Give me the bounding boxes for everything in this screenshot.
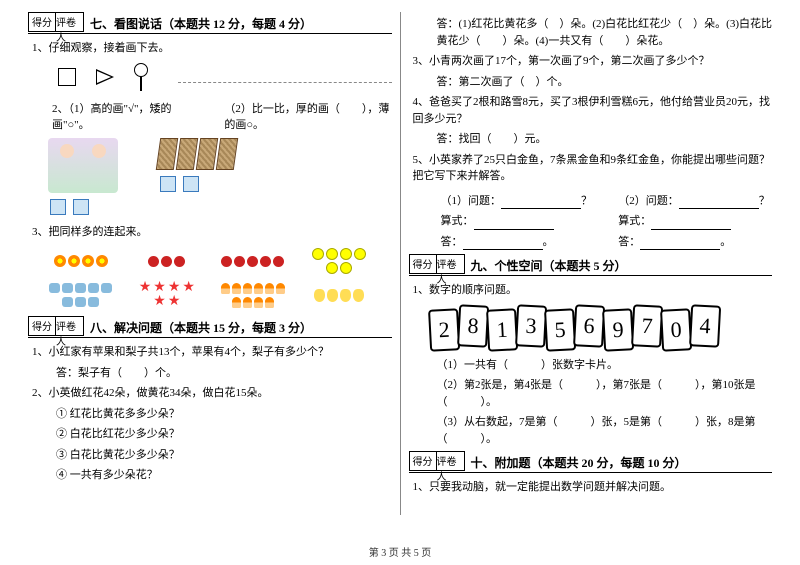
score-box: 得分 评卷人 xyxy=(28,12,84,32)
score-box: 得分 评卷人 xyxy=(409,451,465,471)
blank-line xyxy=(501,197,581,209)
rt-a4: 答：找回（ ）元。 xyxy=(437,131,773,148)
dash-line xyxy=(178,71,392,83)
answer-box xyxy=(160,176,176,192)
card: 4 xyxy=(689,304,721,348)
pears-icon xyxy=(306,282,372,308)
s9-s3: （3）从右数起，7是第（ ）张，5是第（ ）张，8是第（ ）。 xyxy=(437,414,773,447)
s8-q2-2: ② 白花比红花少多少朵？ xyxy=(56,426,392,443)
section-7-title: 七、看图说话（本题共 12 分，每题 4 分） xyxy=(90,15,312,32)
da-label: 答： xyxy=(618,236,640,248)
rater-label: 评卷人 xyxy=(56,12,84,32)
rater-label: 评卷人 xyxy=(56,316,84,336)
rt-q3: 3、小青两次画了17个，第一次画了9个，第二次画了多少个？ xyxy=(413,53,773,70)
section-8-header: 得分 评卷人 八、解决问题（本题共 15 分，每题 3 分） xyxy=(28,316,392,338)
score-label: 得分 xyxy=(28,316,56,336)
wenti1: （1）问题：？ xyxy=(441,193,595,210)
answer-box xyxy=(73,199,89,215)
card: 6 xyxy=(573,304,605,348)
triangle-icon xyxy=(96,69,114,85)
rt-q5: 5、小英家养了25只白金鱼，7条黑金鱼和9条红金鱼，你能提出哪些问题？把它写下来… xyxy=(413,152,773,185)
score-box: 得分 评卷人 xyxy=(28,316,84,336)
rt-q4: 4、爸爸买了2根和路雪8元，买了3根伊利雪糕6元，他付给营业员20元，找回多少元… xyxy=(413,94,773,127)
score-label: 得分 xyxy=(28,12,56,32)
answer-box xyxy=(50,199,66,215)
apples-icon xyxy=(220,248,286,274)
card: 9 xyxy=(602,308,634,352)
section-8-title: 八、解决问题（本题共 15 分，每题 3 分） xyxy=(90,319,312,336)
rt-ans2: 答：(1)红花比黄花多（ ）朵。(2)白花比红花少（ ）朵。(3)白花比黄花少（… xyxy=(437,16,773,49)
card: 8 xyxy=(457,304,489,348)
flowers-icon xyxy=(48,248,114,274)
s7-q3: 3、把同样多的连起来。 xyxy=(32,224,392,241)
shapes-row xyxy=(58,63,392,91)
blank-line xyxy=(679,197,759,209)
apples-icon xyxy=(134,248,200,274)
kids-image xyxy=(48,138,118,193)
books-image xyxy=(158,138,236,170)
card: 5 xyxy=(544,308,576,352)
left-column: 得分 评卷人 七、看图说话（本题共 12 分，每题 4 分） 1、仔细观察，接着… xyxy=(20,12,401,515)
right-column: 答：(1)红花比黄花多（ ）朵。(2)白花比红花少（ ）朵。(3)白花比黄花少（… xyxy=(401,12,781,515)
blank-line xyxy=(651,218,731,230)
rt-a3: 答：第二次画了（ ）个。 xyxy=(437,74,773,91)
suanshi1: 算式： xyxy=(441,213,595,230)
card: 2 xyxy=(428,308,460,352)
bears-icon xyxy=(48,282,114,308)
section-10-header: 得分 评卷人 十、附加题（本题共 20 分，每题 10 分） xyxy=(409,451,773,473)
blank-line xyxy=(640,238,720,250)
card: 0 xyxy=(660,308,692,352)
wenti1-label: （1）问题： xyxy=(441,195,502,207)
blank-line xyxy=(463,238,543,250)
square-icon xyxy=(58,68,76,86)
suanshi-label: 算式： xyxy=(441,215,474,227)
stars-icon: ★★★★★★ xyxy=(134,282,200,308)
circle-stick-icon xyxy=(134,63,148,91)
section-10-title: 十、附加题（本题共 20 分，每题 10 分） xyxy=(471,454,687,471)
s7-q2-row: 2、（1）高的画"√"，矮的画"○"。 （2）比一比，厚的画（ ），薄的画○。 xyxy=(48,97,392,138)
s8-a1: 答：梨子有（ ）个。 xyxy=(56,365,392,382)
s9-q1: 1、数字的顺序问题。 xyxy=(413,282,773,299)
section-9-header: 得分 评卷人 九、个性空间（本题共 5 分） xyxy=(409,254,773,276)
card: 1 xyxy=(486,308,518,352)
problem-cols: （1）问题：？ 算式： 答：。 （2）问题：？ 算式： 答：。 xyxy=(437,189,773,255)
answer-box xyxy=(183,176,199,192)
score-label: 得分 xyxy=(409,254,437,274)
s7-q2-2: （2）比一比，厚的画（ ），薄的画○。 xyxy=(224,101,391,134)
section-9-title: 九、个性空间（本题共 5 分） xyxy=(471,257,627,274)
s9-s1: （1）一共有（ ）张数字卡片。 xyxy=(437,357,773,374)
smileys-icon xyxy=(306,248,372,274)
page-container: 得分 评卷人 七、看图说话（本题共 12 分，每题 4 分） 1、仔细观察，接着… xyxy=(0,0,800,540)
da1: 答：。 xyxy=(441,234,595,251)
da-label: 答： xyxy=(441,236,463,248)
s9-s2: （2）第2张是，第4张是（ ），第7张是（ ），第10张是（ ）。 xyxy=(437,377,773,410)
card: 7 xyxy=(631,304,663,348)
s7-q2-images xyxy=(48,138,392,220)
blank-line xyxy=(474,218,554,230)
page-footer: 第 3 页 共 5 页 xyxy=(0,544,800,559)
mushrooms-icon xyxy=(220,282,286,308)
s8-q1: 1、小红家有苹果和梨子共13个，苹果有4个，梨子有多少个？ xyxy=(32,344,392,361)
s8-q2-4: ④ 一共有多少朵花？ xyxy=(56,467,392,484)
rater-label: 评卷人 xyxy=(437,254,465,274)
score-box: 得分 评卷人 xyxy=(409,254,465,274)
s8-q2-1: ① 红花比黄花多多少朵？ xyxy=(56,406,392,423)
rater-label: 评卷人 xyxy=(437,451,465,471)
s8-q2-3: ③ 白花比黄花少多少朵？ xyxy=(56,447,392,464)
da2: 答：。 xyxy=(618,234,772,251)
section-7-header: 得分 评卷人 七、看图说话（本题共 12 分，每题 4 分） xyxy=(28,12,392,34)
s7-q1: 1、仔细观察，接着画下去。 xyxy=(32,40,392,57)
suanshi2: 算式： xyxy=(618,213,772,230)
suanshi-label: 算式： xyxy=(618,215,651,227)
score-label: 得分 xyxy=(409,451,437,471)
wenti2: （2）问题：？ xyxy=(618,193,772,210)
wenti2-label: （2）问题： xyxy=(618,195,679,207)
s7-q2-1: 2、（1）高的画"√"，矮的画"○"。 xyxy=(52,101,180,134)
number-cards: 2 8 1 3 5 6 9 7 0 4 xyxy=(429,307,753,349)
card: 3 xyxy=(515,304,547,348)
matching-grid: ★★★★★★ xyxy=(48,248,372,308)
s8-q2: 2、小英做红花42朵，做黄花34朵，做白花15朵。 xyxy=(32,385,392,402)
s10-q1: 1、只要我动脑，就一定能提出数学问题并解决问题。 xyxy=(413,479,773,496)
